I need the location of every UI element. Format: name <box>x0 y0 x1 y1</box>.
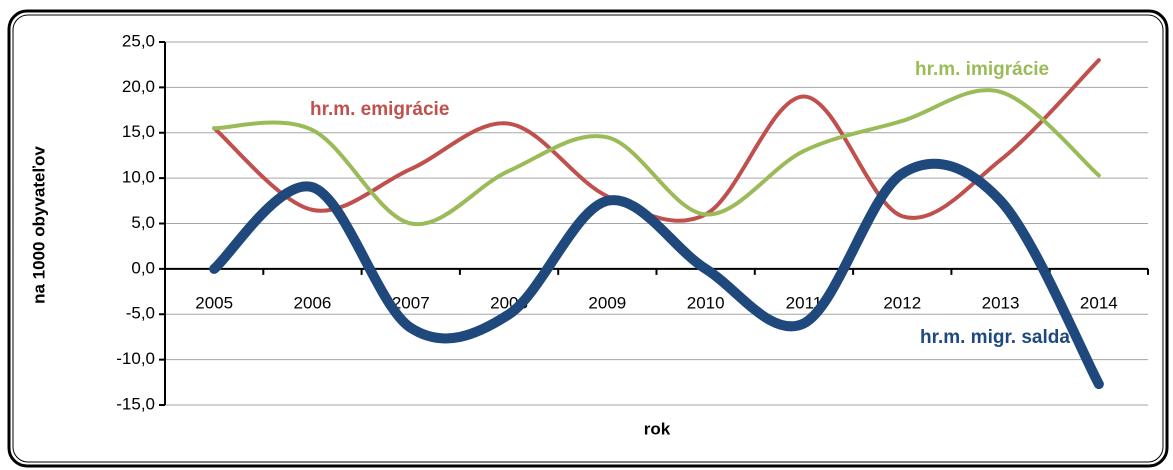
series-line <box>212 58 1101 223</box>
series-line <box>209 158 1104 390</box>
y-tick-label: 15,0 <box>122 122 155 141</box>
y-tick-label: 20,0 <box>122 77 155 96</box>
x-tick-label: 2012 <box>883 293 921 312</box>
x-axis-label: rok <box>644 419 671 438</box>
y-axis-label: na 1000 obyvateľov <box>29 146 48 304</box>
series-label: hr.m. migr. salda <box>920 327 1070 348</box>
x-tick-label: 2005 <box>195 293 233 312</box>
y-tick-label: 10,0 <box>122 168 155 187</box>
y-tick-label: 5,0 <box>131 213 155 232</box>
x-tick-label: 2006 <box>294 293 332 312</box>
series-label: hr.m. imigrácie <box>915 59 1049 80</box>
x-tick-label: 2007 <box>392 293 430 312</box>
y-tick-label: -5,0 <box>126 304 155 323</box>
chart-border-inner <box>12 14 1164 463</box>
x-tick-label: 2011 <box>786 293 823 312</box>
x-tick-label: 2010 <box>687 293 725 312</box>
x-tick-label: 2014 <box>1080 293 1118 312</box>
x-tick-label: 2013 <box>982 293 1020 312</box>
x-tick-label: 2009 <box>588 293 626 312</box>
series-line <box>212 88 1101 227</box>
y-tick-label: 25,0 <box>122 31 155 50</box>
y-tick-label: 0,0 <box>131 258 155 277</box>
series-label: hr.m. emigrácie <box>310 99 449 120</box>
y-tick-label: -10,0 <box>116 349 155 368</box>
y-tick-label: -15,0 <box>116 394 155 413</box>
